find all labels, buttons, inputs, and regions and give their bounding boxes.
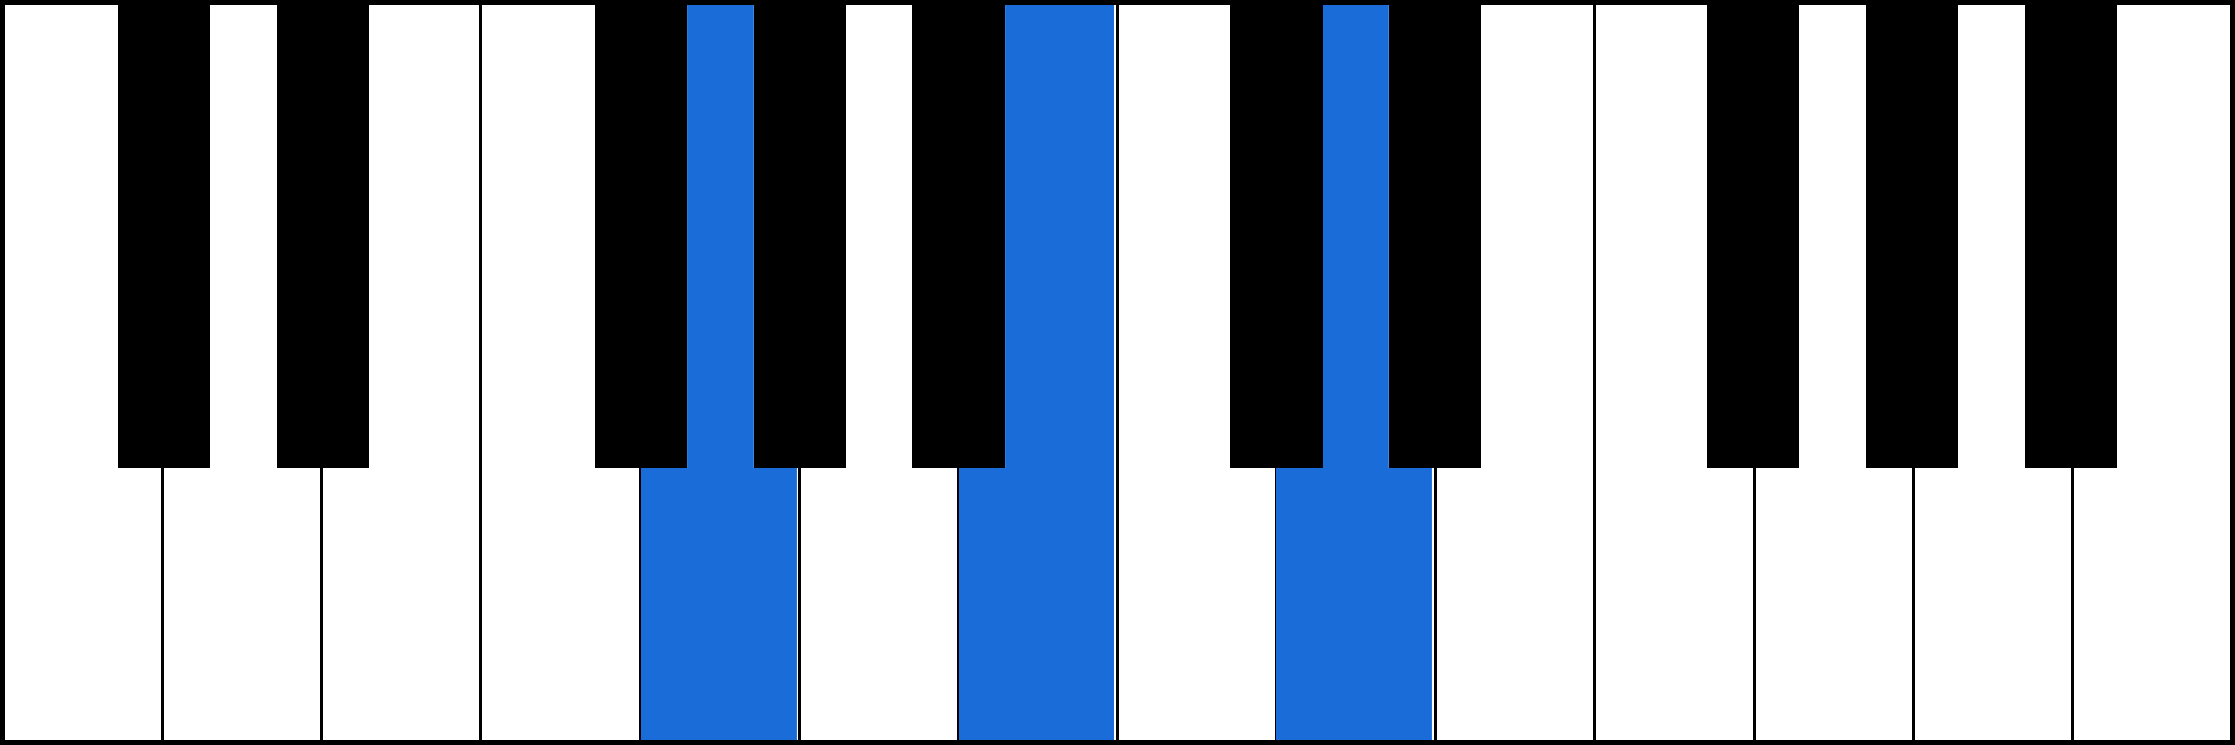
black-key-after-11[interactable] (1866, 5, 1958, 468)
black-key-after-10[interactable] (1707, 5, 1799, 468)
black-key-after-1[interactable] (277, 5, 369, 468)
black-key-after-0[interactable] (118, 5, 210, 468)
black-key-after-12[interactable] (2025, 5, 2117, 468)
black-key-after-3[interactable] (595, 5, 687, 468)
piano-keyboard (0, 0, 2235, 745)
black-key-after-8[interactable] (1389, 5, 1481, 468)
black-key-after-5[interactable] (912, 5, 1004, 468)
black-key-after-4[interactable] (754, 5, 846, 468)
black-key-after-7[interactable] (1230, 5, 1322, 468)
